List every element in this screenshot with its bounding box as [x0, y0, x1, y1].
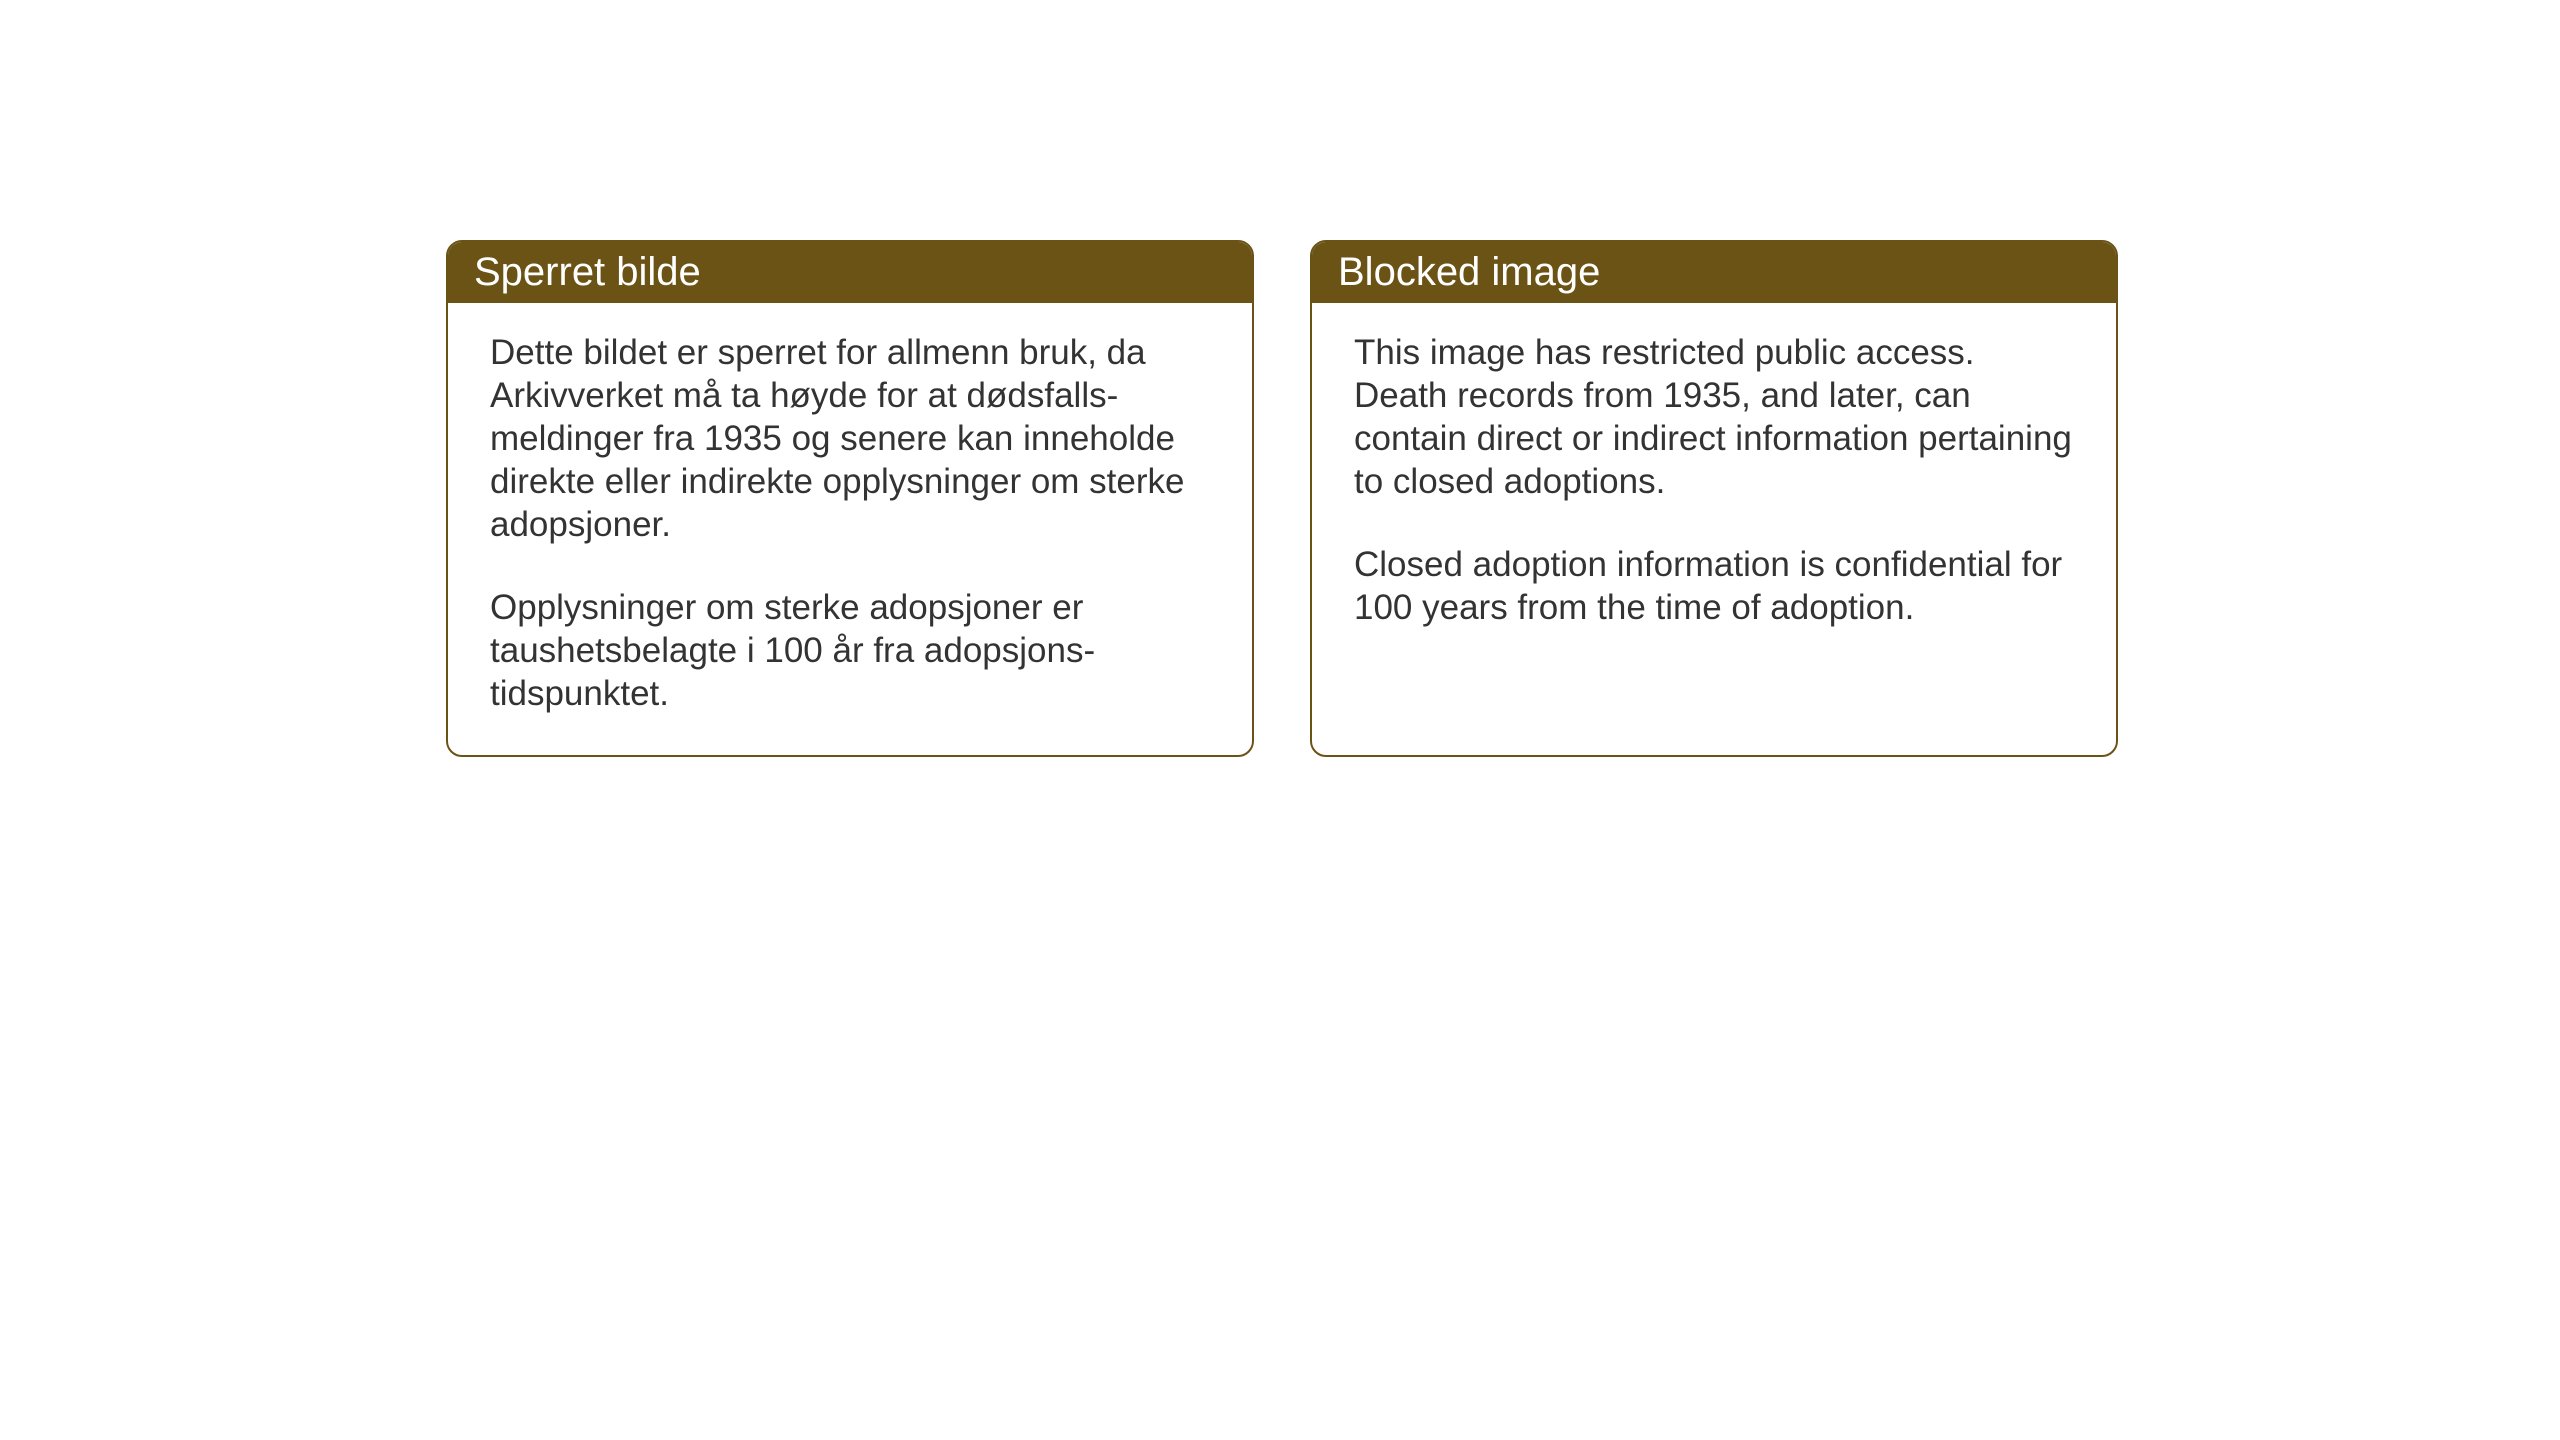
- card-norwegian: Sperret bilde Dette bildet er sperret fo…: [446, 240, 1254, 757]
- card-norwegian-body: Dette bildet er sperret for allmenn bruk…: [448, 303, 1252, 755]
- cards-container: Sperret bilde Dette bildet er sperret fo…: [446, 240, 2118, 757]
- card-norwegian-header: Sperret bilde: [448, 242, 1252, 303]
- card-english: Blocked image This image has restricted …: [1310, 240, 2118, 757]
- card-english-paragraph-1: This image has restricted public access.…: [1354, 331, 2074, 503]
- card-norwegian-title: Sperret bilde: [474, 250, 701, 294]
- card-norwegian-paragraph-1: Dette bildet er sperret for allmenn bruk…: [490, 331, 1210, 546]
- card-english-body: This image has restricted public access.…: [1312, 303, 2116, 669]
- card-norwegian-paragraph-2: Opplysninger om sterke adopsjoner er tau…: [490, 586, 1210, 715]
- card-english-paragraph-2: Closed adoption information is confident…: [1354, 543, 2074, 629]
- card-english-title: Blocked image: [1338, 250, 1600, 294]
- card-english-header: Blocked image: [1312, 242, 2116, 303]
